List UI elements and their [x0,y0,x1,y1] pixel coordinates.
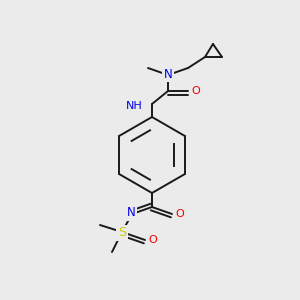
Text: N: N [164,68,172,80]
Text: O: O [148,235,158,245]
Text: O: O [176,209,184,219]
Text: S: S [118,226,126,239]
Text: O: O [192,86,200,96]
Text: N: N [127,206,135,220]
Text: NH: NH [126,101,143,111]
